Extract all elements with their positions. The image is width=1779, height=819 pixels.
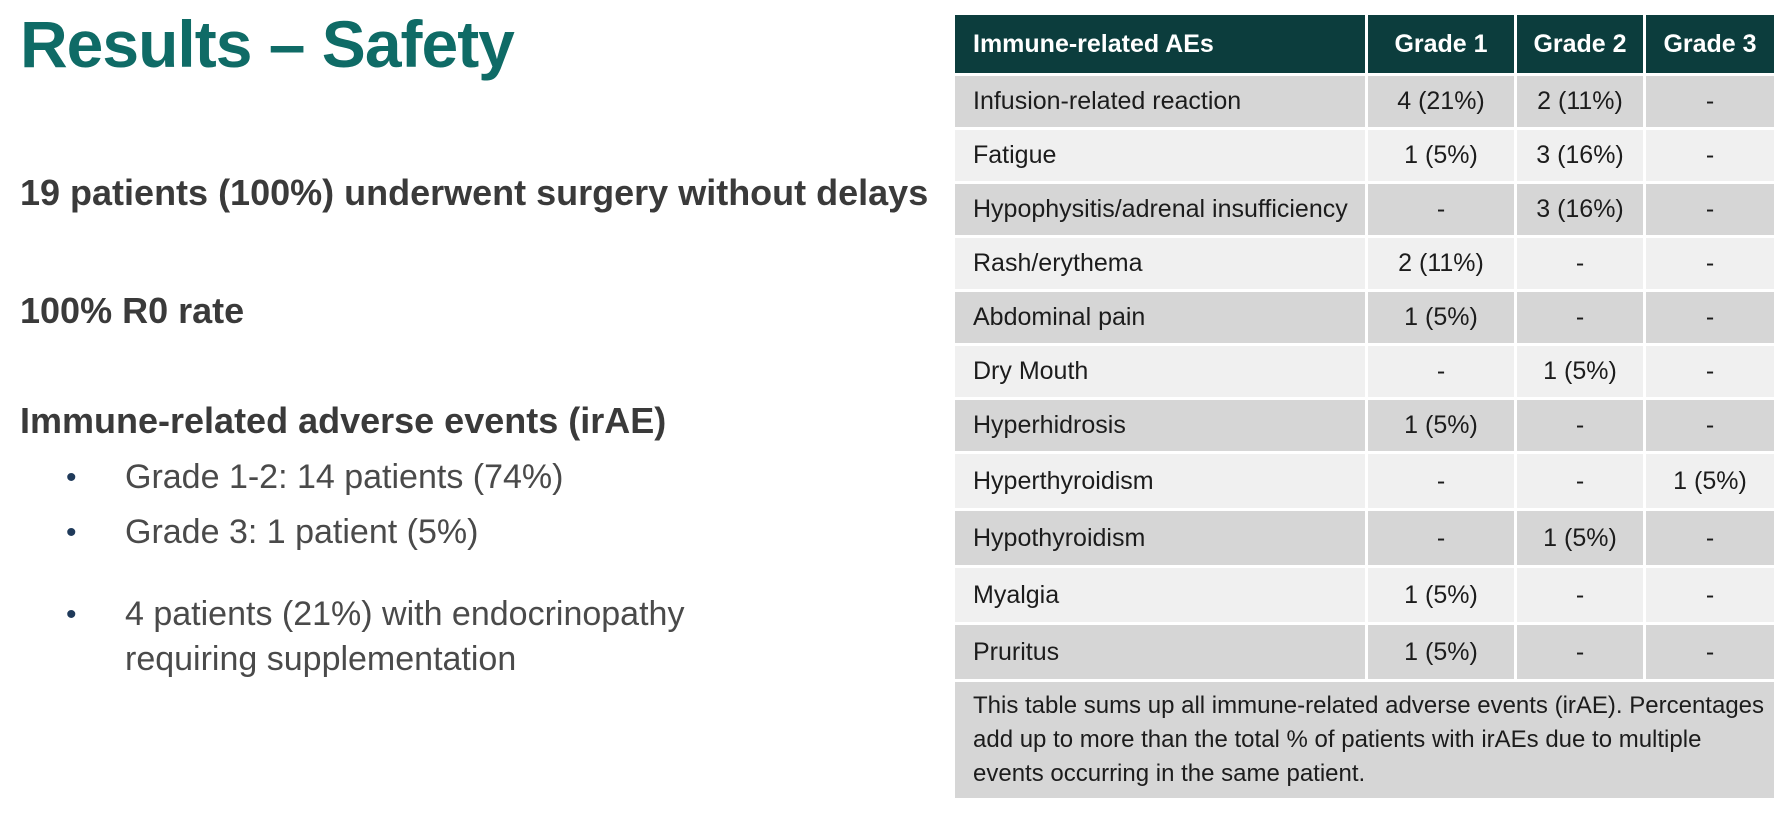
surgery-statement: 19 patients (100%) underwent surgery wit…: [20, 172, 929, 213]
grade2-cell: 2 (11%): [1517, 76, 1643, 127]
r0-statement: 100% R0 rate: [20, 290, 245, 331]
ae-name-cell: Hyperhidrosis: [955, 400, 1365, 451]
grade2-cell: -: [1517, 400, 1643, 451]
grade3-cell: -: [1646, 238, 1774, 289]
ae-name-cell: Dry Mouth: [955, 346, 1365, 397]
column-header: Grade 1: [1368, 15, 1514, 73]
grade2-cell: 3 (16%): [1517, 184, 1643, 235]
ae-name-cell: Rash/erythema: [955, 238, 1365, 289]
grade2-cell: -: [1517, 625, 1643, 679]
table-header-row: Immune-related AEs Grade 1 Grade 2 Grade…: [955, 15, 1774, 73]
table-row: Hyperhidrosis 1 (5%) - -: [955, 400, 1774, 451]
grade3-cell: -: [1646, 400, 1774, 451]
grade1-cell: -: [1368, 454, 1514, 508]
grade1-cell: -: [1368, 346, 1514, 397]
grade3-cell: 1 (5%): [1646, 454, 1774, 508]
irae-heading: Immune-related adverse events (irAE): [20, 400, 667, 441]
bullet-text: Grade 1-2: 14 patients (74%): [125, 458, 564, 496]
grade3-cell: -: [1646, 130, 1774, 181]
adverse-events-table: Immune-related AEs Grade 1 Grade 2 Grade…: [952, 12, 1777, 801]
table-row: Hypophysitis/adrenal insufficiency - 3 (…: [955, 184, 1774, 235]
table-footnote: This table sums up all immune-related ad…: [955, 682, 1774, 798]
grade3-cell: -: [1646, 568, 1774, 622]
grade1-cell: 1 (5%): [1368, 400, 1514, 451]
page-title: Results – Safety: [20, 7, 515, 81]
grade2-cell: 1 (5%): [1517, 346, 1643, 397]
ae-name-cell: Fatigue: [955, 130, 1365, 181]
table-row: Infusion-related reaction 4 (21%) 2 (11%…: [955, 76, 1774, 127]
column-header: Grade 3: [1646, 15, 1774, 73]
grade1-cell: -: [1368, 511, 1514, 565]
grade1-cell: 1 (5%): [1368, 130, 1514, 181]
ae-name-cell: Hypophysitis/adrenal insufficiency: [955, 184, 1365, 235]
grade3-cell: -: [1646, 625, 1774, 679]
bullet-text: Grade 3: 1 patient (5%): [125, 513, 479, 551]
grade3-cell: -: [1646, 292, 1774, 343]
grade2-cell: -: [1517, 454, 1643, 508]
grade2-cell: -: [1517, 568, 1643, 622]
table-row: Dry Mouth - 1 (5%) -: [955, 346, 1774, 397]
grade2-cell: 1 (5%): [1517, 511, 1643, 565]
ae-name-cell: Myalgia: [955, 568, 1365, 622]
table-row: Myalgia 1 (5%) - -: [955, 568, 1774, 622]
bullet-icon: •: [66, 461, 77, 494]
grade2-cell: -: [1517, 292, 1643, 343]
ae-name-cell: Infusion-related reaction: [955, 76, 1365, 127]
grade3-cell: -: [1646, 184, 1774, 235]
table-footnote-row: This table sums up all immune-related ad…: [955, 682, 1774, 798]
grade3-cell: -: [1646, 511, 1774, 565]
table-row: Pruritus 1 (5%) - -: [955, 625, 1774, 679]
ae-name-cell: Hypothyroidism: [955, 511, 1365, 565]
grade1-cell: 2 (11%): [1368, 238, 1514, 289]
grade2-cell: -: [1517, 238, 1643, 289]
grade3-cell: -: [1646, 76, 1774, 127]
grade1-cell: 4 (21%): [1368, 76, 1514, 127]
grade1-cell: 1 (5%): [1368, 568, 1514, 622]
table-row: Hypothyroidism - 1 (5%) -: [955, 511, 1774, 565]
ae-name-cell: Hyperthyroidism: [955, 454, 1365, 508]
bullet-icon: •: [66, 516, 77, 549]
bullet-text: 4 patients (21%) with endocrinopathy req…: [125, 595, 685, 678]
grade3-cell: -: [1646, 346, 1774, 397]
bullet-icon: •: [66, 598, 77, 631]
table-row: Fatigue 1 (5%) 3 (16%) -: [955, 130, 1774, 181]
ae-name-cell: Abdominal pain: [955, 292, 1365, 343]
table-row: Rash/erythema 2 (11%) - -: [955, 238, 1774, 289]
ae-name-cell: Pruritus: [955, 625, 1365, 679]
grade1-cell: 1 (5%): [1368, 625, 1514, 679]
grade1-cell: 1 (5%): [1368, 292, 1514, 343]
table-row: Abdominal pain 1 (5%) - -: [955, 292, 1774, 343]
column-header: Grade 2: [1517, 15, 1643, 73]
grade1-cell: -: [1368, 184, 1514, 235]
column-header: Immune-related AEs: [955, 15, 1365, 73]
grade2-cell: 3 (16%): [1517, 130, 1643, 181]
table-row: Hyperthyroidism - - 1 (5%): [955, 454, 1774, 508]
